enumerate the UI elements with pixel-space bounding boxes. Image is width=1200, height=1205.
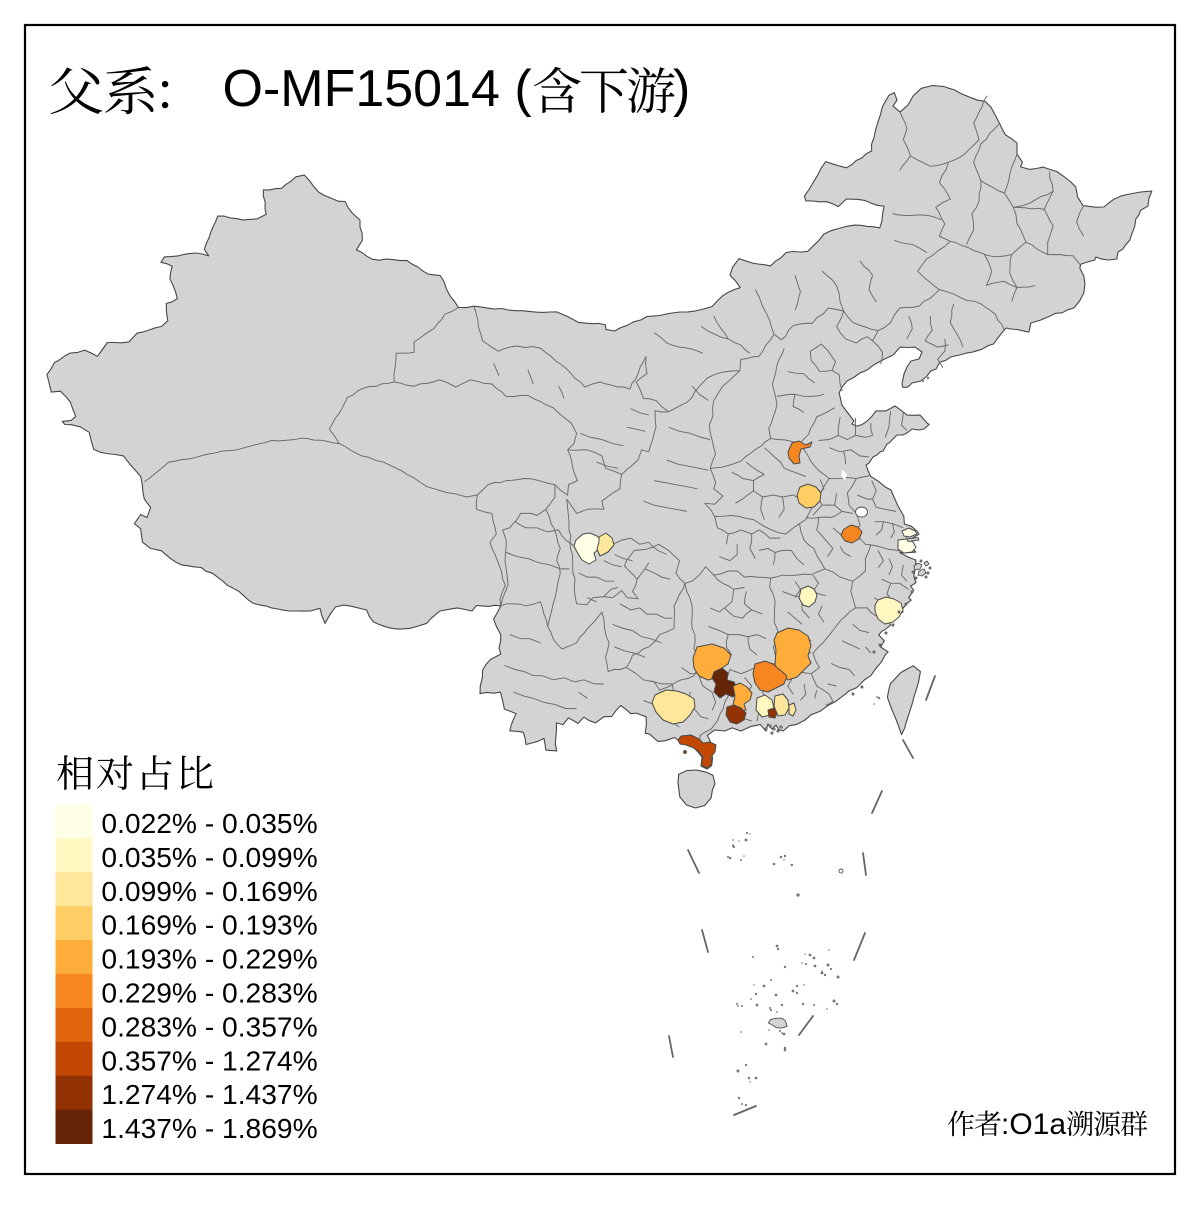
svg-text:0.357% - 1.274%: 0.357% - 1.274% <box>101 1044 317 1076</box>
svg-text:0.283% - 0.357%: 0.283% - 0.357% <box>101 1010 317 1042</box>
svg-text:0.022% - 0.035%: 0.022% - 0.035% <box>101 807 317 839</box>
svg-text:0.035% - 0.099%: 0.035% - 0.099% <box>101 841 317 873</box>
svg-text:1.437% - 1.869%: 1.437% - 1.869% <box>101 1112 317 1144</box>
svg-text:0.229% - 0.283%: 0.229% - 0.283% <box>101 977 317 1009</box>
svg-text:O-MF15014 (: O-MF15014 ( <box>223 60 533 118</box>
svg-text::O1a: :O1a <box>1001 1108 1066 1141</box>
svg-text:0.193% - 0.229%: 0.193% - 0.229% <box>101 943 317 975</box>
svg-text:): ) <box>673 60 690 118</box>
svg-text:1.274% - 1.437%: 1.274% - 1.437% <box>101 1078 317 1110</box>
svg-text:0.099% - 0.169%: 0.099% - 0.169% <box>101 875 317 907</box>
svg-text:0.169% - 0.193%: 0.169% - 0.193% <box>101 909 317 941</box>
